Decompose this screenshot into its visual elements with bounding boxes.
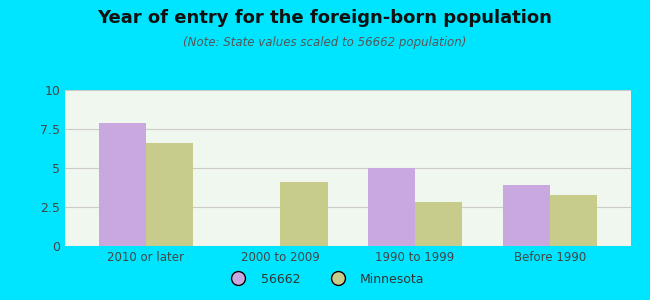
Bar: [502, 185, 550, 246]
Bar: [415, 202, 462, 246]
Bar: [368, 168, 415, 246]
Bar: [99, 123, 146, 246]
Bar: [280, 182, 328, 246]
Legend: 56662, Minnesota: 56662, Minnesota: [220, 268, 430, 291]
Bar: [550, 194, 597, 246]
Text: Year of entry for the foreign-born population: Year of entry for the foreign-born popul…: [98, 9, 552, 27]
Text: (Note: State values scaled to 56662 population): (Note: State values scaled to 56662 popu…: [183, 36, 467, 49]
Bar: [146, 143, 193, 246]
